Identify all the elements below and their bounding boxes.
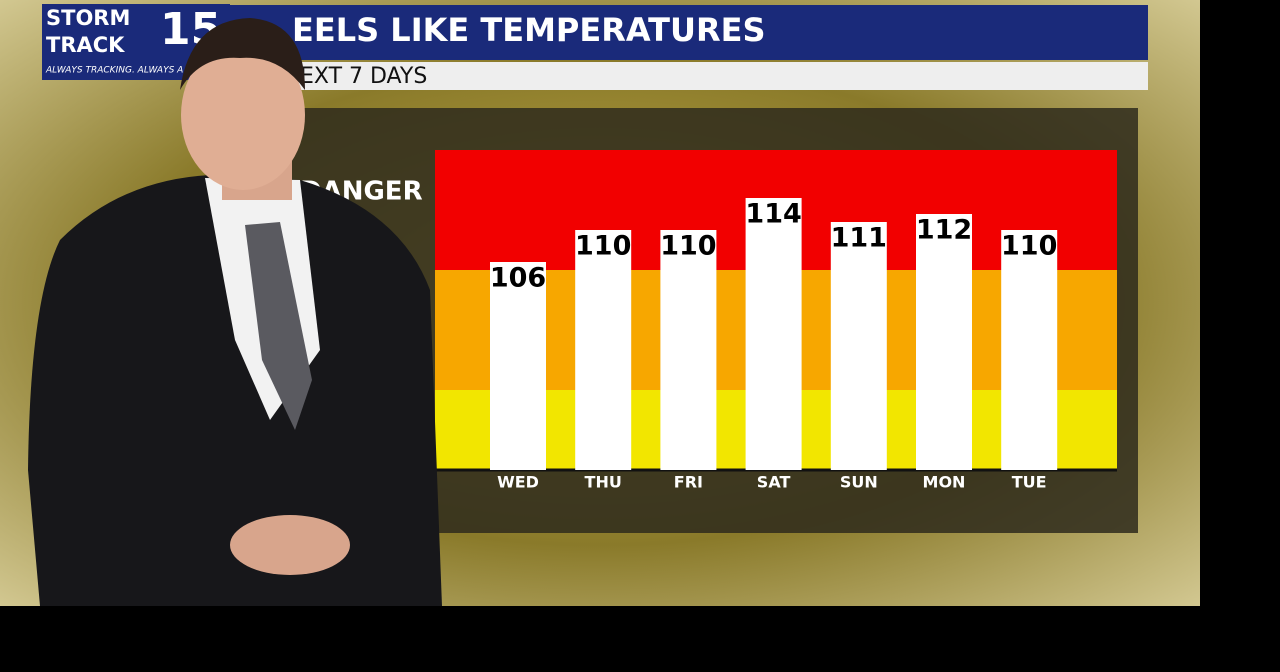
bar: [660, 230, 717, 470]
bar: [575, 230, 632, 470]
x-tick-label: FRI: [674, 473, 703, 492]
x-tick-label: SAT: [757, 473, 791, 492]
x-tick-label: MON: [923, 473, 966, 492]
value-label: 110: [660, 231, 716, 262]
value-label: 110: [575, 231, 631, 262]
logo-tagline: ALWAYS TRACKING. ALWAYS A: [45, 66, 183, 76]
x-tick-label: WED: [497, 473, 539, 492]
title-bar: [230, 5, 1148, 60]
value-label: 106: [490, 263, 546, 294]
value-label: 110: [1001, 231, 1057, 262]
presenter: [28, 18, 442, 606]
value-label: 111: [831, 223, 887, 254]
value-label: 112: [916, 215, 972, 246]
x-tick-label: TUE: [1012, 473, 1047, 492]
bar: [830, 222, 887, 470]
bar: [745, 198, 802, 470]
value-label: 114: [745, 199, 801, 230]
subtitle-bar: [230, 62, 1148, 90]
bar: [1001, 230, 1058, 470]
chart-title: EELS LIKE TEMPERATURES: [292, 11, 766, 49]
logo-line: TRACK: [46, 33, 125, 57]
x-tick-label: SUN: [840, 473, 878, 492]
chart-subtitle: EXT 7 DAYS: [300, 64, 427, 89]
plot: 106 WED 110 THU 110 FRI 114 SAT 111 SUN 112 MON 110 T…: [435, 150, 1117, 492]
logo-line: STORM: [46, 6, 130, 30]
x-tick-label: THU: [585, 473, 622, 492]
bar: [490, 262, 546, 470]
bar: [916, 214, 972, 470]
